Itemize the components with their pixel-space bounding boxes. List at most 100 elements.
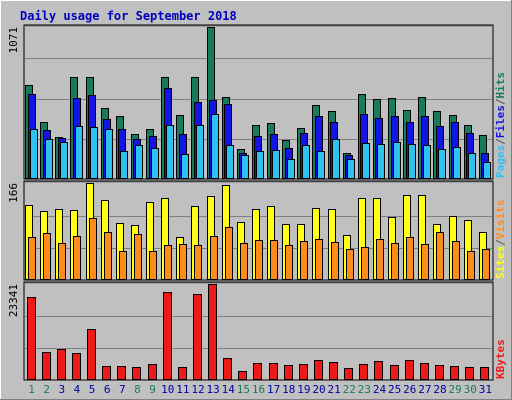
bar-pages-day-11 xyxy=(181,154,189,179)
day-label-15: 15 xyxy=(237,383,250,396)
bar-kbytes-day-11 xyxy=(178,367,187,380)
day-label-10: 10 xyxy=(161,383,174,396)
day-label-19: 19 xyxy=(297,383,310,396)
bar-kbytes-day-26 xyxy=(405,360,414,380)
day-label-18: 18 xyxy=(282,383,295,396)
legend-entry: Pages xyxy=(494,145,507,178)
bar-visits-day-28 xyxy=(436,232,444,280)
bar-visits-day-1 xyxy=(28,237,36,280)
bar-visits-day-16 xyxy=(255,240,263,280)
panel-visits-sites: 166 Sites/Visits xyxy=(7,180,507,281)
day-label-5: 5 xyxy=(89,383,96,396)
bar-pages-day-12 xyxy=(196,125,204,179)
bar-visits-day-19 xyxy=(300,241,308,280)
chart-panels: 1071Pages/Files/Hits166Sites/Visits23341… xyxy=(7,24,507,381)
day-label-25: 25 xyxy=(388,383,401,396)
bar-kbytes-day-15 xyxy=(238,371,247,380)
bar-kbytes-day-10 xyxy=(163,292,172,380)
panel-legend: KBytes xyxy=(494,339,507,379)
day-label-17: 17 xyxy=(267,383,280,396)
bar-kbytes-day-27 xyxy=(420,363,429,380)
bar-kbytes-day-9 xyxy=(148,364,157,380)
bar-pages-day-9 xyxy=(151,148,159,179)
bar-kbytes-day-22 xyxy=(344,368,353,380)
bar-visits-day-12 xyxy=(194,245,202,280)
bar-kbytes-day-19 xyxy=(299,364,308,380)
day-label-24: 24 xyxy=(373,383,387,396)
bar-pages-day-20 xyxy=(317,151,325,179)
bar-kbytes-day-7 xyxy=(117,366,126,380)
bar-pages-day-21 xyxy=(332,139,340,179)
panel-kbytes: 23341 KBytes xyxy=(7,281,507,381)
bar-visits-day-13 xyxy=(210,236,218,280)
bar-visits-day-10 xyxy=(164,245,172,280)
bar-pages-day-19 xyxy=(302,145,310,179)
bar-visits-day-27 xyxy=(421,244,429,280)
bar-visits-day-23 xyxy=(361,247,369,280)
bar-kbytes-day-5 xyxy=(87,329,96,380)
legend-entry: Visits xyxy=(494,200,507,240)
day-label-2: 2 xyxy=(43,383,50,396)
bar-visits-day-30 xyxy=(467,251,475,280)
bar-pages-day-5 xyxy=(90,127,98,179)
bar-visits-day-2 xyxy=(43,233,51,280)
bar-kbytes-day-16 xyxy=(253,363,262,380)
bar-pages-day-17 xyxy=(272,150,280,179)
panel-legend: Pages/Files/Hits xyxy=(494,72,507,178)
day-label-22: 22 xyxy=(343,383,356,396)
legend-entry: Sites xyxy=(494,246,507,279)
bar-kbytes-day-14 xyxy=(223,358,232,380)
bar-visits-day-24 xyxy=(376,239,384,280)
bar-visits-day-4 xyxy=(73,236,81,280)
bar-kbytes-day-18 xyxy=(284,365,293,380)
bar-kbytes-day-25 xyxy=(390,365,399,380)
bar-pages-day-23 xyxy=(362,143,370,179)
bar-kbytes-day-6 xyxy=(102,366,111,380)
bar-visits-day-7 xyxy=(119,251,127,280)
bar-visits-day-9 xyxy=(149,251,157,280)
bar-pages-day-26 xyxy=(408,144,416,179)
bar-kbytes-day-12 xyxy=(193,294,202,380)
bar-kbytes-day-2 xyxy=(42,352,51,380)
bar-kbytes-day-30 xyxy=(465,367,474,380)
bar-pages-day-27 xyxy=(423,145,431,179)
day-axis-labels: 1 2 3 4 5 6 7 8 9 10 11 12 13 14 15 16 17 18 19 20 21 22 23 24 2… xyxy=(28,383,492,396)
bar-visits-day-11 xyxy=(179,244,187,280)
day-label-7: 7 xyxy=(119,383,126,396)
bar-pages-day-2 xyxy=(45,139,53,179)
bar-kbytes-day-4 xyxy=(72,353,81,380)
bar-visits-day-14 xyxy=(225,227,233,280)
bar-pages-day-8 xyxy=(135,145,143,179)
y-max-label: 23341 xyxy=(7,284,20,317)
bar-kbytes-day-28 xyxy=(435,365,444,380)
bar-visits-day-25 xyxy=(391,243,399,280)
day-label-1: 1 xyxy=(28,383,35,396)
bar-visits-day-15 xyxy=(240,243,248,280)
day-label-27: 27 xyxy=(418,383,431,396)
bar-kbytes-day-3 xyxy=(57,349,66,380)
legend-entry: Files xyxy=(494,105,507,138)
bar-pages-day-30 xyxy=(468,153,476,179)
day-label-8: 8 xyxy=(134,383,141,396)
day-label-20: 20 xyxy=(312,383,325,396)
bar-kbytes-day-20 xyxy=(314,360,323,380)
bar-pages-day-3 xyxy=(60,142,68,179)
day-label-21: 21 xyxy=(328,383,341,396)
legend-entry: / xyxy=(494,138,507,145)
day-label-28: 28 xyxy=(433,383,446,396)
bar-kbytes-day-31 xyxy=(480,367,489,380)
bar-pages-day-13 xyxy=(211,114,219,179)
day-label-26: 26 xyxy=(403,383,416,396)
bar-pages-day-6 xyxy=(105,129,113,179)
bar-kbytes-day-21 xyxy=(329,362,338,380)
legend-entry: / xyxy=(494,98,507,105)
day-label-12: 12 xyxy=(191,383,204,396)
bar-pages-day-25 xyxy=(393,142,401,179)
bar-visits-day-20 xyxy=(315,239,323,280)
series-kbytes xyxy=(27,284,489,380)
bar-visits-day-31 xyxy=(482,249,490,280)
legend-entry: KBytes xyxy=(494,339,507,379)
bar-kbytes-day-29 xyxy=(450,366,459,380)
bar-visits-day-8 xyxy=(134,234,142,280)
